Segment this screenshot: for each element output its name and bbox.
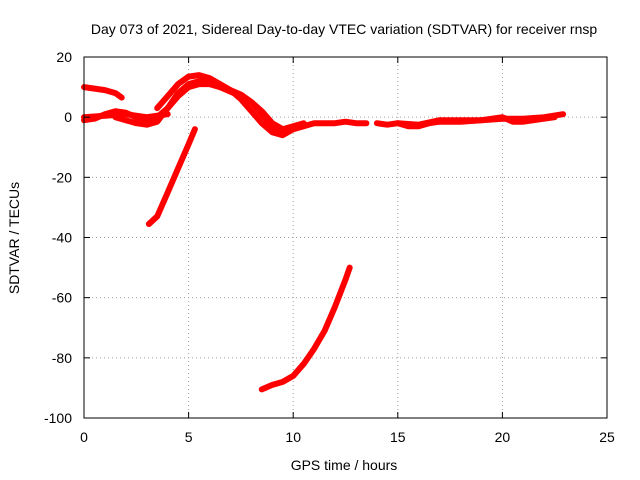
x-tick-label: 15 bbox=[390, 429, 406, 445]
x-tick-label: 0 bbox=[80, 429, 88, 445]
axis-ticks: 0 5 10 15 20 25 -100 -80 -60 -40 -20 0 20 bbox=[44, 49, 615, 445]
y-tick-label: -20 bbox=[52, 169, 72, 185]
y-tick-label: -100 bbox=[44, 410, 72, 426]
y-tick-label: 20 bbox=[56, 49, 72, 65]
x-tick-label: 20 bbox=[495, 429, 511, 445]
x-tick-label: 5 bbox=[185, 429, 193, 445]
chart-title: Day 073 of 2021, Sidereal Day-to-day VTE… bbox=[91, 21, 597, 37]
series-line-arc-c bbox=[112, 78, 297, 136]
y-axis-label: SDTVAR / TECUs bbox=[6, 182, 22, 294]
series-line-arc-a bbox=[81, 84, 125, 101]
series-line-arc-e bbox=[81, 111, 171, 121]
series-line-arc-f bbox=[145, 126, 198, 227]
y-tick-label: -80 bbox=[52, 350, 72, 366]
x-axis-label: GPS time / hours bbox=[291, 457, 398, 473]
y-tick-label: 0 bbox=[64, 109, 72, 125]
y-tick-label: -40 bbox=[52, 230, 72, 246]
series-line-arc-i bbox=[394, 114, 558, 128]
series-line-arc-g bbox=[258, 264, 353, 393]
series-group bbox=[81, 72, 567, 393]
y-tick-label: -60 bbox=[52, 290, 72, 306]
x-tick-label: 10 bbox=[285, 429, 301, 445]
x-tick-label: 25 bbox=[599, 429, 615, 445]
series-line-arc-d bbox=[154, 72, 370, 139]
